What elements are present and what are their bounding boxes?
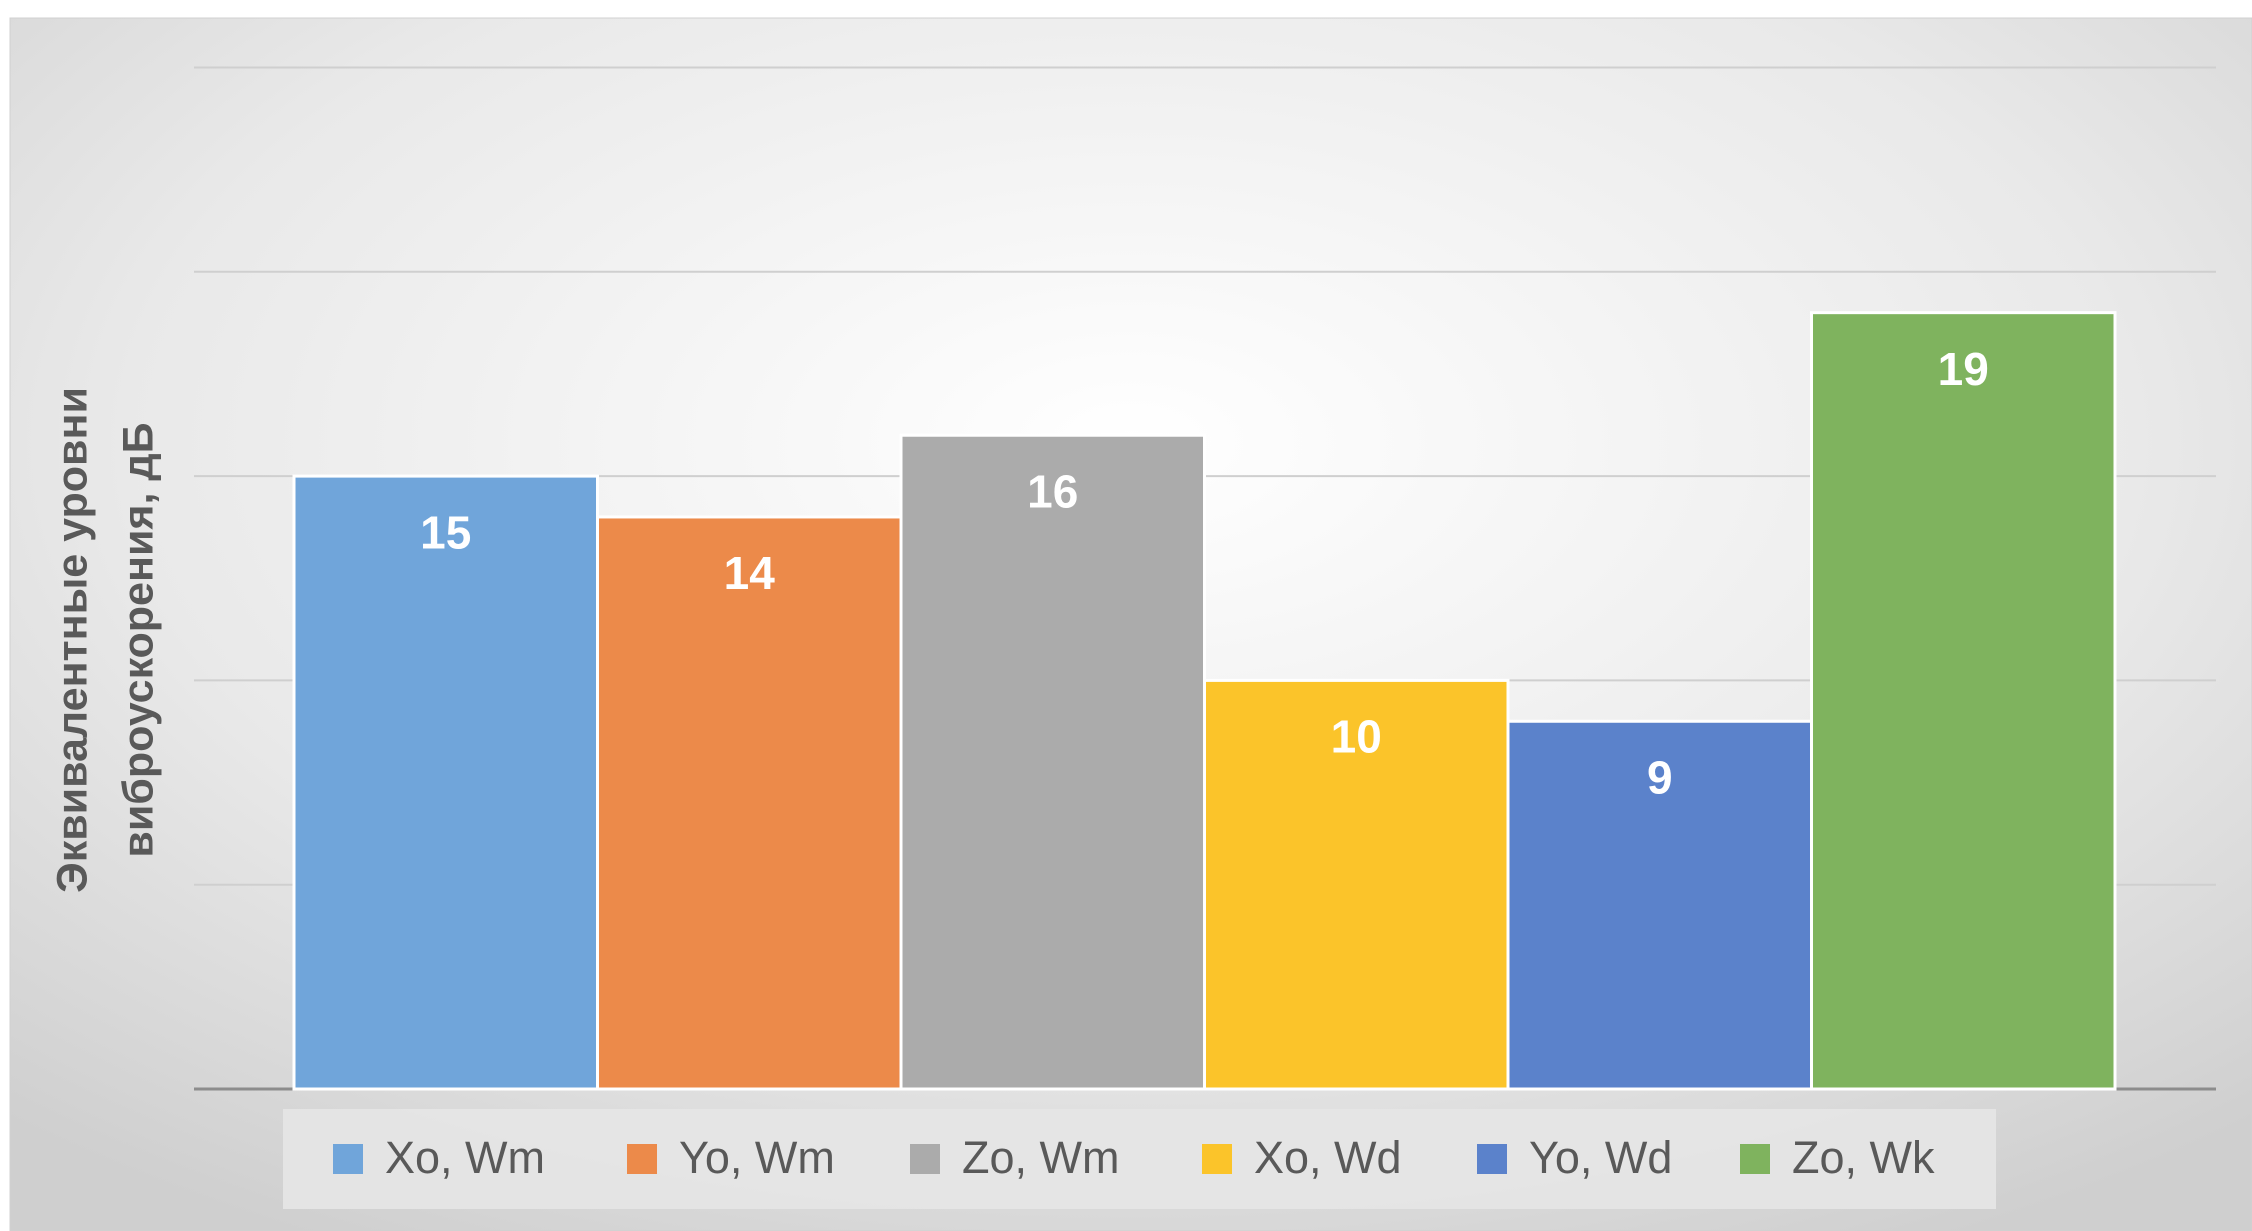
legend-label: Yo, Wm bbox=[679, 1132, 835, 1183]
bar bbox=[899, 433, 1206, 1091]
legend-label: Zo, Wk bbox=[1792, 1132, 1935, 1183]
data-label: 10 bbox=[1331, 711, 1382, 763]
data-label: 16 bbox=[1027, 465, 1078, 517]
bar bbox=[596, 515, 903, 1091]
data-label: 9 bbox=[1647, 751, 1673, 803]
legend-swatch bbox=[1740, 1144, 1770, 1174]
y-axis-title: виброускорения, дБ bbox=[114, 422, 162, 857]
legend-swatch bbox=[627, 1144, 657, 1174]
legend-swatch bbox=[333, 1144, 363, 1174]
legend-swatch bbox=[1477, 1144, 1507, 1174]
bar bbox=[292, 474, 599, 1091]
legend-label: Xo, Wd bbox=[1254, 1132, 1402, 1183]
legend-swatch bbox=[910, 1144, 940, 1174]
legend-label: Zo, Wm bbox=[962, 1132, 1119, 1183]
legend-label: Yo, Wd bbox=[1529, 1132, 1672, 1183]
bar bbox=[1506, 719, 1813, 1091]
legend-label: Xo, Wm bbox=[385, 1132, 545, 1183]
legend-swatch bbox=[1202, 1144, 1232, 1174]
data-label: 19 bbox=[1938, 343, 1989, 395]
y-axis-title: Эквивалентные уровни bbox=[48, 387, 96, 893]
data-label: 15 bbox=[420, 506, 471, 558]
legend-box bbox=[283, 1109, 1996, 1209]
bar bbox=[1810, 311, 2117, 1091]
bar bbox=[1203, 678, 1510, 1091]
data-label: 14 bbox=[724, 547, 776, 599]
